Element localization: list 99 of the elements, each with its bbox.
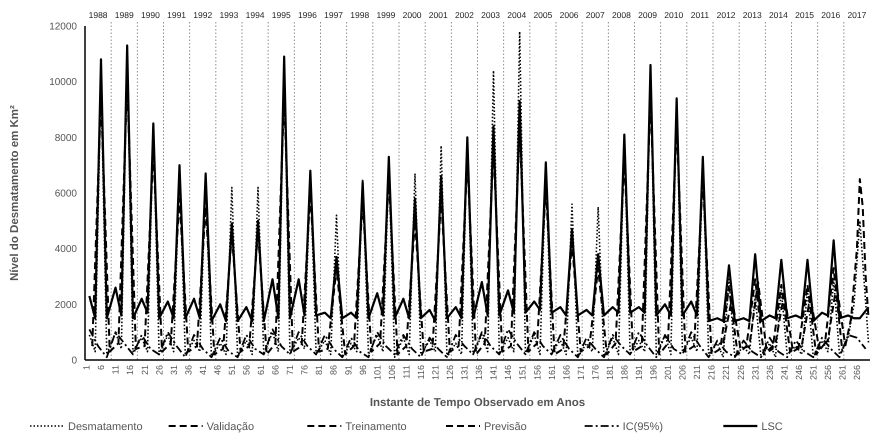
x2-tick-label: 1996 (298, 10, 318, 20)
x2-tick-label: 2015 (795, 10, 814, 20)
x-tick-label: 46 (212, 365, 222, 376)
x-tick-label: 116 (416, 365, 426, 380)
x-tick-label: 156 (532, 365, 542, 380)
x-tick-label: 21 (140, 365, 150, 376)
y-tick-label: 10000 (49, 77, 78, 88)
x-tick-label: 26 (154, 365, 164, 376)
legend-label: Treinamento (345, 421, 407, 433)
x-tick-label: 176 (590, 365, 600, 380)
legend-label: IC(95%) (622, 421, 664, 433)
legend-label: Previsão (484, 421, 527, 433)
x-tick-label: 226 (736, 365, 746, 380)
x-tick-label: 241 (779, 365, 790, 380)
y-axis-title: Nível do Desmatamento em Km² (9, 104, 21, 281)
x2-tick-label: 2013 (742, 10, 762, 20)
x2-tick-label: 2016 (821, 10, 840, 20)
x-tick-label: 101 (372, 365, 382, 380)
x-tick-label: 201 (663, 365, 674, 380)
x-tick-label: 51 (226, 365, 237, 376)
legend-label: Desmatamento (68, 421, 143, 433)
x-tick-label: 1 (82, 365, 92, 370)
x2-tick-label: 1997 (324, 10, 344, 20)
x2-tick-label: 1989 (114, 10, 134, 20)
x-tick-label: 131 (460, 365, 470, 380)
x-tick-label: 151 (518, 365, 528, 380)
x2-tick-label: 1992 (193, 10, 212, 20)
x-tick-label: 191 (634, 365, 644, 380)
x2-tick-label: 2003 (481, 10, 500, 20)
x2-tick-label: 2005 (533, 10, 553, 20)
x-tick-label: 196 (648, 365, 659, 380)
x-tick-label: 166 (561, 365, 572, 380)
y-tick-label: 0 (71, 356, 78, 366)
x-tick-label: 141 (488, 365, 499, 380)
x2-tick-label: 2000 (402, 10, 422, 20)
x-tick-label: 36 (183, 365, 194, 376)
legend-label: Validação (206, 421, 254, 433)
x-tick-label: 186 (619, 365, 630, 380)
x2-tick-label: 2010 (664, 10, 684, 20)
x2-tick-label: 1993 (219, 10, 239, 20)
y-tick-label: 4000 (54, 244, 78, 256)
x2-tick-label: 1999 (376, 10, 396, 20)
y-tick-label: 6000 (54, 188, 78, 200)
x2-tick-label: 2011 (690, 10, 710, 20)
x2-tick-label: 2009 (638, 10, 658, 20)
x-tick-label: 66 (270, 365, 281, 376)
x-tick-label: 76 (300, 365, 310, 376)
x-tick-label: 221 (721, 365, 732, 380)
x-tick-label: 266 (852, 365, 862, 380)
x2-tick-label: 1988 (88, 10, 108, 20)
x2-tick-label: 2004 (507, 10, 526, 20)
x2-tick-label: 1991 (167, 10, 186, 20)
x2-tick-label: 2017 (847, 10, 867, 20)
x-tick-label: 121 (430, 365, 440, 380)
x2-tick-label: 1995 (272, 10, 291, 20)
x2-tick-label: 1994 (246, 10, 265, 20)
x-tick-label: 231 (750, 365, 760, 380)
x-tick-label: 81 (314, 365, 324, 376)
x2-tick-label: 2008 (612, 10, 632, 20)
x2-tick-label: 2001 (428, 10, 448, 20)
x2-tick-label: 2012 (716, 10, 736, 20)
x2-tick-label: 2006 (560, 10, 579, 20)
x2-tick-label: 2002 (454, 10, 474, 20)
x-tick-label: 211 (692, 365, 702, 380)
x-tick-label: 251 (808, 365, 818, 380)
x-tick-label: 126 (445, 365, 456, 380)
x-tick-label: 111 (401, 365, 412, 379)
x-tick-label: 6 (96, 365, 106, 370)
x-tick-label: 11 (110, 365, 121, 374)
x-tick-label: 86 (328, 365, 339, 376)
x-tick-label: 206 (678, 365, 688, 380)
y-tick-label: 12000 (49, 22, 78, 32)
y-tick-label: 8000 (54, 132, 78, 144)
x-tick-label: 41 (198, 365, 208, 376)
x-tick-label: 71 (285, 365, 296, 376)
x2-tick-label: 2007 (586, 10, 605, 20)
x-tick-label: 106 (386, 365, 397, 380)
x-tick-label: 136 (474, 365, 484, 380)
x-tick-label: 216 (706, 365, 717, 380)
x-tick-label: 146 (503, 365, 514, 380)
x-tick-label: 96 (358, 365, 368, 376)
x-tick-label: 261 (838, 365, 848, 380)
x-tick-label: 61 (256, 365, 266, 376)
x-tick-label: 56 (242, 365, 252, 376)
x-tick-label: 171 (576, 365, 586, 380)
x-tick-label: 31 (168, 365, 179, 376)
x2-tick-label: 1990 (140, 10, 160, 20)
x-tick-label: 181 (604, 365, 615, 380)
legend-label: LSC (761, 421, 783, 433)
x-axis-title: Instante de Tempo Observado em Anos (370, 397, 586, 409)
x-tick-label: 246 (794, 365, 804, 380)
x2-tick-label: 1998 (350, 10, 370, 20)
x2-tick-label: 2014 (768, 10, 788, 20)
x-tick-label: 16 (125, 365, 136, 376)
x-tick-label: 236 (764, 365, 775, 380)
x-tick-label: 161 (546, 365, 557, 380)
x-tick-label: 91 (343, 365, 354, 376)
y-tick-label: 2000 (54, 300, 78, 311)
x-tick-label: 256 (822, 365, 833, 380)
